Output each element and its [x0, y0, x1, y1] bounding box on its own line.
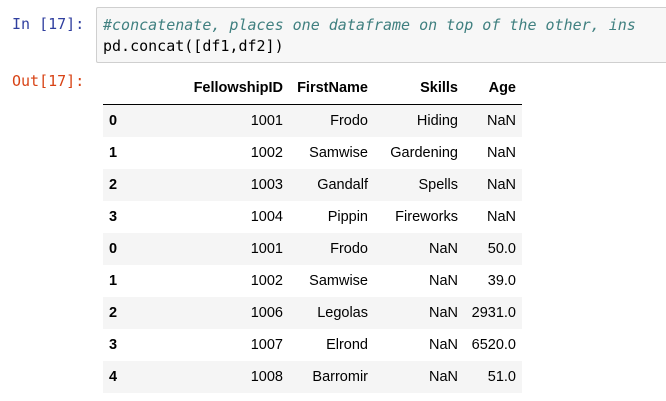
column-header-skills: Skills	[374, 72, 464, 105]
cell-fellowshipid: 1006	[250, 305, 283, 321]
cell-firstname: Frodo	[330, 241, 368, 257]
row-index: 1	[109, 273, 118, 289]
cell-skills: Spells	[418, 177, 459, 193]
column-header-fellowshipid: FellowshipID	[183, 72, 289, 105]
row-index: 2	[109, 305, 118, 321]
cell-skills: Hiding	[416, 113, 458, 129]
cell-age: NaN	[486, 145, 516, 161]
table-row: 1 1002 Samwise NaN 39.0	[103, 265, 522, 297]
cell-age: 6520.0	[471, 337, 516, 353]
code-line: pd.concat([df1,df2])	[103, 37, 284, 55]
row-index: 3	[109, 209, 118, 225]
table-row: 1 1002 Samwise Gardening NaN	[103, 137, 522, 169]
cell-skills: Fireworks	[395, 209, 458, 225]
cell-age: 50.0	[487, 241, 516, 257]
cell-age: NaN	[486, 113, 516, 129]
table-row: 2 1003 Gandalf Spells NaN	[103, 169, 522, 201]
row-index: 0	[109, 241, 118, 257]
cell-skills: Gardening	[390, 145, 458, 161]
table-header-row: FellowshipID FirstName Skills Age	[103, 72, 522, 105]
cell-firstname: Samwise	[309, 273, 368, 289]
cell-fellowshipid: 1001	[250, 241, 283, 257]
dataframe-output-table: FellowshipID FirstName Skills Age 0 1001…	[103, 72, 522, 393]
cell-firstname: Barromir	[312, 369, 368, 385]
column-header-age: Age	[464, 72, 522, 105]
cell-fellowshipid: 1001	[250, 113, 283, 129]
code-input-area[interactable]: #concatenate, places one dataframe on to…	[96, 7, 666, 63]
cell-firstname: Pippin	[327, 209, 368, 225]
row-index: 2	[109, 177, 118, 193]
row-index: 1	[109, 145, 118, 161]
cell-firstname: Gandalf	[317, 177, 368, 193]
table-row: 3 1004 Pippin Fireworks NaN	[103, 201, 522, 233]
cell-fellowshipid: 1008	[250, 369, 283, 385]
cell-age: 51.0	[487, 369, 516, 385]
cell-firstname: Legolas	[317, 305, 368, 321]
cell-age: NaN	[486, 209, 516, 225]
row-index: 0	[109, 113, 118, 129]
cell-fellowshipid: 1002	[250, 145, 283, 161]
cell-age: NaN	[486, 177, 516, 193]
table-row: 0 1001 Frodo Hiding NaN	[103, 104, 522, 137]
table-row: 3 1007 Elrond NaN 6520.0	[103, 329, 522, 361]
input-prompt: In [17]:	[12, 15, 85, 33]
cell-fellowshipid: 1003	[250, 177, 283, 193]
cell-fellowshipid: 1007	[250, 337, 283, 353]
table-row: 4 1008 Barromir NaN 51.0	[103, 361, 522, 393]
index-column-header	[103, 72, 183, 105]
cell-skills: NaN	[428, 337, 458, 353]
cell-skills: NaN	[428, 273, 458, 289]
table-row: 0 1001 Frodo NaN 50.0	[103, 233, 522, 265]
cell-age: 39.0	[487, 273, 516, 289]
column-header-firstname: FirstName	[289, 72, 374, 105]
cell-firstname: Frodo	[330, 113, 368, 129]
cell-firstname: Samwise	[309, 145, 368, 161]
cell-firstname: Elrond	[326, 337, 368, 353]
cell-fellowshipid: 1004	[250, 209, 283, 225]
table-row: 2 1006 Legolas NaN 2931.0	[103, 297, 522, 329]
cell-skills: NaN	[428, 369, 458, 385]
row-index: 3	[109, 337, 118, 353]
cell-fellowshipid: 1002	[250, 273, 283, 289]
output-prompt: Out[17]:	[12, 72, 85, 90]
row-index: 4	[109, 369, 118, 385]
cell-age: 2931.0	[471, 305, 516, 321]
cell-skills: NaN	[428, 305, 458, 321]
cell-skills: NaN	[428, 241, 458, 257]
code-comment: #concatenate, places one dataframe on to…	[103, 16, 636, 34]
